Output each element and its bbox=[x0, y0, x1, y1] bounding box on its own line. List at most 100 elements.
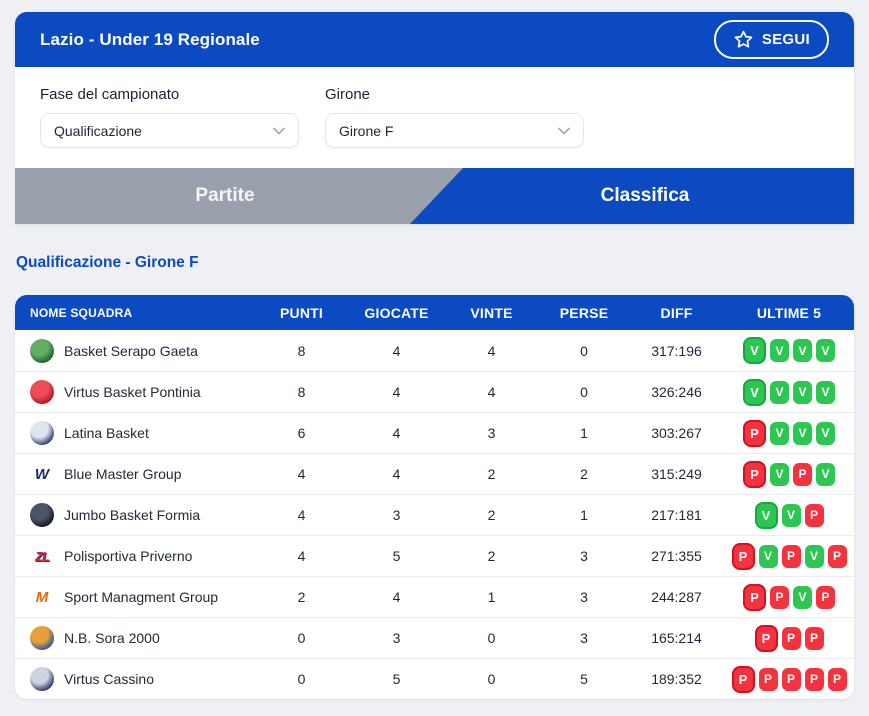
last5-results: VVP bbox=[724, 502, 854, 529]
table-row[interactable]: MSport Managment Group2413244:287PPVP bbox=[15, 576, 854, 617]
table-row[interactable]: ZLPolisportiva Priverno4523271:355PVPVP bbox=[15, 535, 854, 576]
win-badge: V bbox=[793, 586, 812, 609]
column-header-diff: DIFF bbox=[629, 305, 724, 321]
column-header-team: NOME SQUADRA bbox=[15, 306, 254, 320]
perse-value: 0 bbox=[539, 343, 629, 359]
team-cell: MSport Managment Group bbox=[15, 585, 254, 609]
section-title: Qualificazione - Girone F bbox=[16, 254, 853, 272]
girone-select[interactable]: Girone F bbox=[325, 113, 584, 148]
perse-value: 3 bbox=[539, 589, 629, 605]
column-header-punti: PUNTI bbox=[254, 305, 349, 321]
vinte-value: 0 bbox=[444, 671, 539, 687]
team-cell: Virtus Cassino bbox=[15, 667, 254, 691]
table-row[interactable]: Virtus Basket Pontinia8440326:246VVVV bbox=[15, 371, 854, 412]
diff-value: 165:214 bbox=[629, 630, 724, 646]
loss-badge: P bbox=[805, 627, 824, 650]
team-cell: ZLPolisportiva Priverno bbox=[15, 544, 254, 568]
giocate-value: 3 bbox=[349, 630, 444, 646]
table-body: Basket Serapo Gaeta8440317:196VVVVVirtus… bbox=[15, 330, 854, 699]
table-row[interactable]: N.B. Sora 20000303165:214PPP bbox=[15, 617, 854, 658]
team-logo-icon bbox=[30, 380, 54, 404]
diff-value: 189:352 bbox=[629, 671, 724, 687]
vinte-value: 3 bbox=[444, 425, 539, 441]
punti-value: 2 bbox=[254, 589, 349, 605]
diff-value: 317:196 bbox=[629, 343, 724, 359]
giocate-value: 5 bbox=[349, 671, 444, 687]
giocate-value: 4 bbox=[349, 425, 444, 441]
team-logo-icon: W bbox=[30, 462, 54, 486]
win-badge: V bbox=[793, 422, 812, 445]
punti-value: 8 bbox=[254, 343, 349, 359]
perse-value: 3 bbox=[539, 630, 629, 646]
loss-badge: P bbox=[828, 545, 847, 568]
win-badge: V bbox=[805, 545, 824, 568]
phase-select[interactable]: Qualificazione bbox=[40, 113, 299, 148]
loss-badge: P bbox=[805, 668, 824, 691]
table-row[interactable]: Latina Basket6431303:267PVVV bbox=[15, 412, 854, 453]
team-name: Basket Serapo Gaeta bbox=[64, 343, 198, 359]
loss-badge: P bbox=[828, 668, 847, 691]
team-cell: N.B. Sora 2000 bbox=[15, 626, 254, 650]
last5-results: PVVV bbox=[724, 420, 854, 447]
giocate-value: 5 bbox=[349, 548, 444, 564]
team-logo-icon bbox=[30, 339, 54, 363]
win-badge: V bbox=[743, 337, 766, 364]
team-name: N.B. Sora 2000 bbox=[64, 630, 160, 646]
diff-value: 303:267 bbox=[629, 425, 724, 441]
follow-button[interactable]: SEGUI bbox=[714, 20, 829, 59]
punti-value: 6 bbox=[254, 425, 349, 441]
loss-badge: P bbox=[782, 545, 801, 568]
tab-classifica[interactable]: Classifica bbox=[435, 168, 854, 224]
diff-value: 271:355 bbox=[629, 548, 724, 564]
column-header-vinte: VINTE bbox=[444, 305, 539, 321]
team-logo-icon bbox=[30, 503, 54, 527]
last5-results: VVVV bbox=[724, 337, 854, 364]
table-row[interactable]: Virtus Cassino0505189:352PPPPP bbox=[15, 658, 854, 699]
win-badge: V bbox=[770, 463, 789, 486]
tab-partite[interactable]: Partite bbox=[15, 168, 435, 224]
loss-badge: P bbox=[805, 504, 824, 527]
win-badge: V bbox=[816, 339, 835, 362]
loss-badge: P bbox=[816, 586, 835, 609]
team-cell: Latina Basket bbox=[15, 421, 254, 445]
team-name: Virtus Cassino bbox=[64, 671, 154, 687]
loss-badge: P bbox=[743, 420, 766, 447]
punti-value: 0 bbox=[254, 630, 349, 646]
vinte-value: 2 bbox=[444, 466, 539, 482]
table-row[interactable]: Basket Serapo Gaeta8440317:196VVVV bbox=[15, 330, 854, 371]
punti-value: 4 bbox=[254, 466, 349, 482]
last5-results: VVVV bbox=[724, 379, 854, 406]
diff-value: 326:246 bbox=[629, 384, 724, 400]
loss-badge: P bbox=[755, 625, 778, 652]
last5-results: PPVP bbox=[724, 584, 854, 611]
win-badge: V bbox=[816, 422, 835, 445]
table-row[interactable]: Jumbo Basket Formia4321217:181VVP bbox=[15, 494, 854, 535]
punti-value: 4 bbox=[254, 507, 349, 523]
tab-bar: Partite Classifica bbox=[15, 168, 854, 224]
win-badge: V bbox=[770, 339, 789, 362]
perse-value: 1 bbox=[539, 425, 629, 441]
league-header: Lazio - Under 19 Regionale SEGUI bbox=[15, 12, 854, 67]
giocate-value: 4 bbox=[349, 589, 444, 605]
loss-badge: P bbox=[743, 461, 766, 488]
win-badge: V bbox=[816, 463, 835, 486]
team-name: Virtus Basket Pontinia bbox=[64, 384, 201, 400]
phase-select-value: Qualificazione bbox=[54, 123, 142, 139]
loss-badge: P bbox=[782, 627, 801, 650]
last5-results: PPP bbox=[724, 625, 854, 652]
vinte-value: 0 bbox=[444, 630, 539, 646]
diff-value: 315:249 bbox=[629, 466, 724, 482]
team-logo-icon bbox=[30, 421, 54, 445]
table-row[interactable]: WBlue Master Group4422315:249PVPV bbox=[15, 453, 854, 494]
win-badge: V bbox=[759, 545, 778, 568]
win-badge: V bbox=[793, 339, 812, 362]
diff-value: 244:287 bbox=[629, 589, 724, 605]
column-header-giocate: GIOCATE bbox=[349, 305, 444, 321]
chevron-down-icon bbox=[273, 127, 285, 135]
loss-badge: P bbox=[782, 668, 801, 691]
team-name: Sport Managment Group bbox=[64, 589, 218, 605]
girone-select-value: Girone F bbox=[339, 123, 393, 139]
win-badge: V bbox=[770, 422, 789, 445]
perse-value: 5 bbox=[539, 671, 629, 687]
team-cell: Virtus Basket Pontinia bbox=[15, 380, 254, 404]
